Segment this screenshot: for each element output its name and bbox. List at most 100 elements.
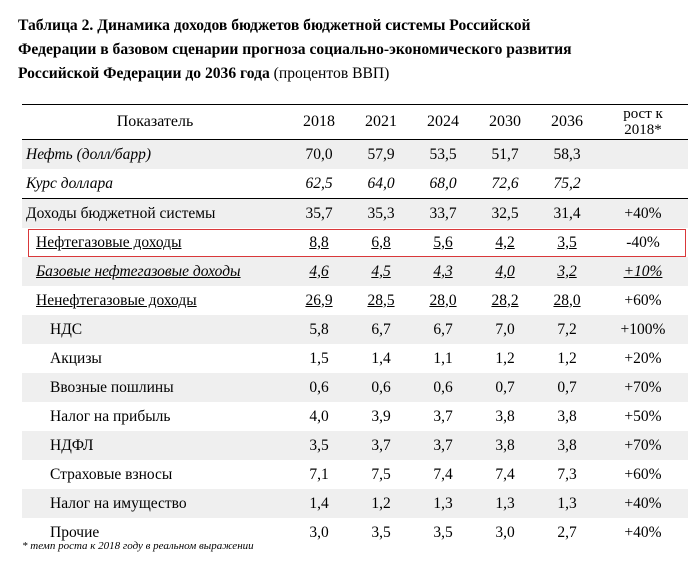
cell-value: 1,4 bbox=[288, 489, 350, 518]
cell-value: 0,7 bbox=[474, 373, 536, 402]
cell-growth: +20% bbox=[624, 349, 662, 367]
table-row: Нефть (долл/барр) 70,0 57,9 53,5 51,7 58… bbox=[22, 139, 688, 169]
cell-growth: +100% bbox=[598, 315, 688, 344]
table-row: Доходы бюджетной системы 35,7 35,3 33,7 … bbox=[22, 198, 688, 228]
cell-value: 4,5 bbox=[350, 257, 412, 286]
cell-value: 8,8 bbox=[309, 233, 329, 251]
cell-growth: +50% bbox=[624, 407, 662, 425]
cell-value: 1,3 bbox=[474, 489, 536, 518]
cell-growth: +40% bbox=[624, 523, 662, 541]
cell-value: 6,8 bbox=[371, 233, 391, 251]
cell-value: 1,2 bbox=[350, 489, 412, 518]
row-name: Доходы бюджетной системы bbox=[22, 198, 288, 228]
caption-units: (процентов ВВП) bbox=[269, 65, 390, 82]
cell-value: 35,7 bbox=[288, 198, 350, 228]
cell-value: 62,5 bbox=[305, 174, 333, 192]
cell-value: 0,6 bbox=[412, 373, 474, 402]
table-row: Ненефтегазовые доходы 26,9 28,5 28,0 28,… bbox=[22, 286, 688, 315]
caption-title-line3: Российской Федерации до 2036 года bbox=[18, 65, 270, 82]
row-name: Нефтегазовые доходы bbox=[36, 233, 182, 251]
cell-growth bbox=[598, 169, 688, 199]
cell-value: 33,7 bbox=[412, 198, 474, 228]
header-year: 2030 bbox=[474, 104, 536, 140]
cell-value: 3,0 bbox=[495, 523, 515, 541]
cell-value: 7,4 bbox=[495, 465, 515, 483]
cell-value: 1,1 bbox=[433, 349, 453, 367]
cell-value: 3,8 bbox=[557, 407, 577, 425]
cell-growth: +60% bbox=[624, 291, 662, 309]
row-name: НДС bbox=[22, 315, 288, 344]
cell-value: 3,2 bbox=[536, 257, 598, 286]
cell-value: 1,2 bbox=[557, 349, 577, 367]
cell-value: 4,0 bbox=[309, 407, 329, 425]
cell-value: 6,7 bbox=[412, 315, 474, 344]
table-row-highlighted: Нефтегазовые доходы 8,8 6,8 5,6 4,2 3,5 … bbox=[22, 228, 688, 257]
cell-growth: +40% bbox=[598, 198, 688, 228]
cell-value: 7,0 bbox=[474, 315, 536, 344]
cell-value: 28,5 bbox=[367, 291, 395, 309]
row-name: Базовые нефтегазовые доходы bbox=[22, 257, 288, 286]
table-row: Курс доллара 62,5 64,0 68,0 72,6 75,2 bbox=[22, 169, 688, 199]
cell-value: 70,0 bbox=[288, 139, 350, 169]
cell-value: 32,5 bbox=[474, 198, 536, 228]
cell-value: 3,8 bbox=[495, 407, 515, 425]
cell-value: 28,0 bbox=[553, 291, 581, 309]
cell-value: 1,2 bbox=[495, 349, 515, 367]
row-name: Налог на прибыль bbox=[50, 407, 171, 425]
caption-title-line2: Федерации в базовом сценарии прогноза со… bbox=[18, 41, 572, 58]
cell-growth: +10% bbox=[598, 257, 688, 286]
cell-growth: +60% bbox=[624, 465, 662, 483]
row-name: НДФЛ bbox=[22, 431, 288, 460]
caption-title-line1: Таблица 2. Динамика доходов бюджетов бюд… bbox=[18, 17, 531, 34]
row-name: Курс доллара bbox=[26, 174, 113, 192]
cell-value: 4,2 bbox=[495, 233, 515, 251]
row-name: Акцизы bbox=[50, 349, 102, 367]
row-name: Ввозные пошлины bbox=[22, 373, 288, 402]
cell-value: 3,5 bbox=[371, 523, 391, 541]
cell-value: 28,2 bbox=[491, 291, 519, 309]
cell-value: 1,4 bbox=[371, 349, 391, 367]
table-row: Налог на прибыль 4,0 3,9 3,7 3,8 3,8 +50… bbox=[22, 402, 688, 431]
cell-value: 3,7 bbox=[350, 431, 412, 460]
table-row: НДФЛ 3,5 3,7 3,7 3,8 3,8 +70% bbox=[22, 431, 688, 460]
table-row: Прочие 3,0 3,5 3,5 3,0 2,7 +40% bbox=[22, 518, 688, 547]
cell-value: 4,3 bbox=[412, 257, 474, 286]
cell-value: 7,4 bbox=[433, 465, 453, 483]
cell-value: 51,7 bbox=[474, 139, 536, 169]
header-growth-line1: рост к bbox=[623, 106, 663, 122]
row-name: Нефть (долл/барр) bbox=[22, 139, 288, 169]
cell-value: 3,8 bbox=[536, 431, 598, 460]
cell-growth bbox=[598, 139, 688, 169]
table-row: Налог на имущество 1,4 1,2 1,3 1,3 1,3 +… bbox=[22, 489, 688, 518]
cell-growth: -40% bbox=[626, 233, 660, 251]
cell-value: 3,8 bbox=[474, 431, 536, 460]
row-name: Страховые взносы bbox=[50, 465, 173, 483]
cell-value: 3,7 bbox=[412, 431, 474, 460]
cell-value: 0,6 bbox=[350, 373, 412, 402]
cell-value: 7,1 bbox=[309, 465, 329, 483]
footnote: * темп роста к 2018 году в реальном выра… bbox=[22, 540, 254, 552]
cell-growth: +40% bbox=[598, 489, 688, 518]
cell-value: 1,5 bbox=[309, 349, 329, 367]
table-caption: Таблица 2. Динамика доходов бюджетов бюд… bbox=[18, 14, 686, 86]
budget-revenue-table: Показатель 2018 2021 2024 2030 2036 рост… bbox=[22, 104, 688, 547]
cell-value: 58,3 bbox=[536, 139, 598, 169]
table-row: НДС 5,8 6,7 6,7 7,0 7,2 +100% bbox=[22, 315, 688, 344]
row-name: Налог на имущество bbox=[22, 489, 288, 518]
header-growth: рост к 2018* bbox=[598, 104, 688, 140]
cell-value: 75,2 bbox=[553, 174, 581, 192]
table-row: Акцизы 1,5 1,4 1,1 1,2 1,2 +20% bbox=[22, 344, 688, 373]
table-row: Ввозные пошлины 0,6 0,6 0,6 0,7 0,7 +70% bbox=[22, 373, 688, 402]
cell-growth: +70% bbox=[598, 431, 688, 460]
cell-value: 0,7 bbox=[536, 373, 598, 402]
cell-value: 0,6 bbox=[288, 373, 350, 402]
cell-value: 5,6 bbox=[433, 233, 453, 251]
cell-value: 3,9 bbox=[371, 407, 391, 425]
cell-value: 7,5 bbox=[371, 465, 391, 483]
cell-value: 4,6 bbox=[288, 257, 350, 286]
cell-value: 68,0 bbox=[429, 174, 457, 192]
cell-value: 31,4 bbox=[536, 198, 598, 228]
cell-value: 57,9 bbox=[350, 139, 412, 169]
cell-value: 4,0 bbox=[474, 257, 536, 286]
table-header-row: Показатель 2018 2021 2024 2030 2036 рост… bbox=[22, 104, 688, 140]
